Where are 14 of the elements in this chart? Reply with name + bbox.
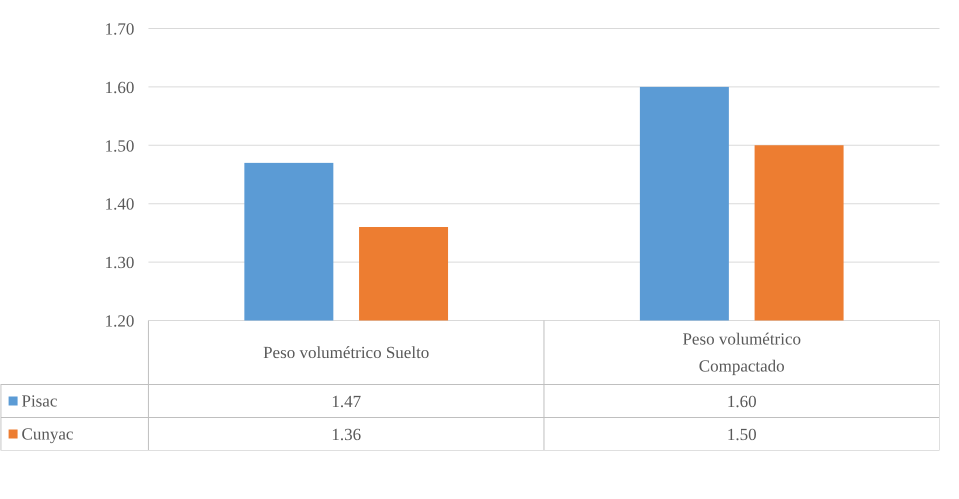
- y-tick-label: 1.70: [104, 20, 134, 38]
- data-label: 1.36: [331, 425, 362, 444]
- y-tick-label: 1.30: [104, 253, 134, 272]
- legend-label: Cunyac: [21, 424, 74, 444]
- data-label: 1.47: [331, 392, 362, 411]
- y-tick-label: 1.40: [104, 194, 134, 214]
- data-label: 1.60: [726, 392, 757, 411]
- x-tick-label: Peso volumétrico Compactado: [682, 330, 801, 376]
- y-tick-label: 1.20: [104, 312, 134, 330]
- y-tick-label: 1.50: [104, 136, 134, 156]
- y-tick-label: 1.60: [104, 78, 134, 97]
- legend-label: Pisac: [21, 392, 58, 410]
- x-tick-label: Peso volumétrico Suelto: [263, 343, 430, 362]
- data-label: 1.50: [726, 425, 757, 444]
